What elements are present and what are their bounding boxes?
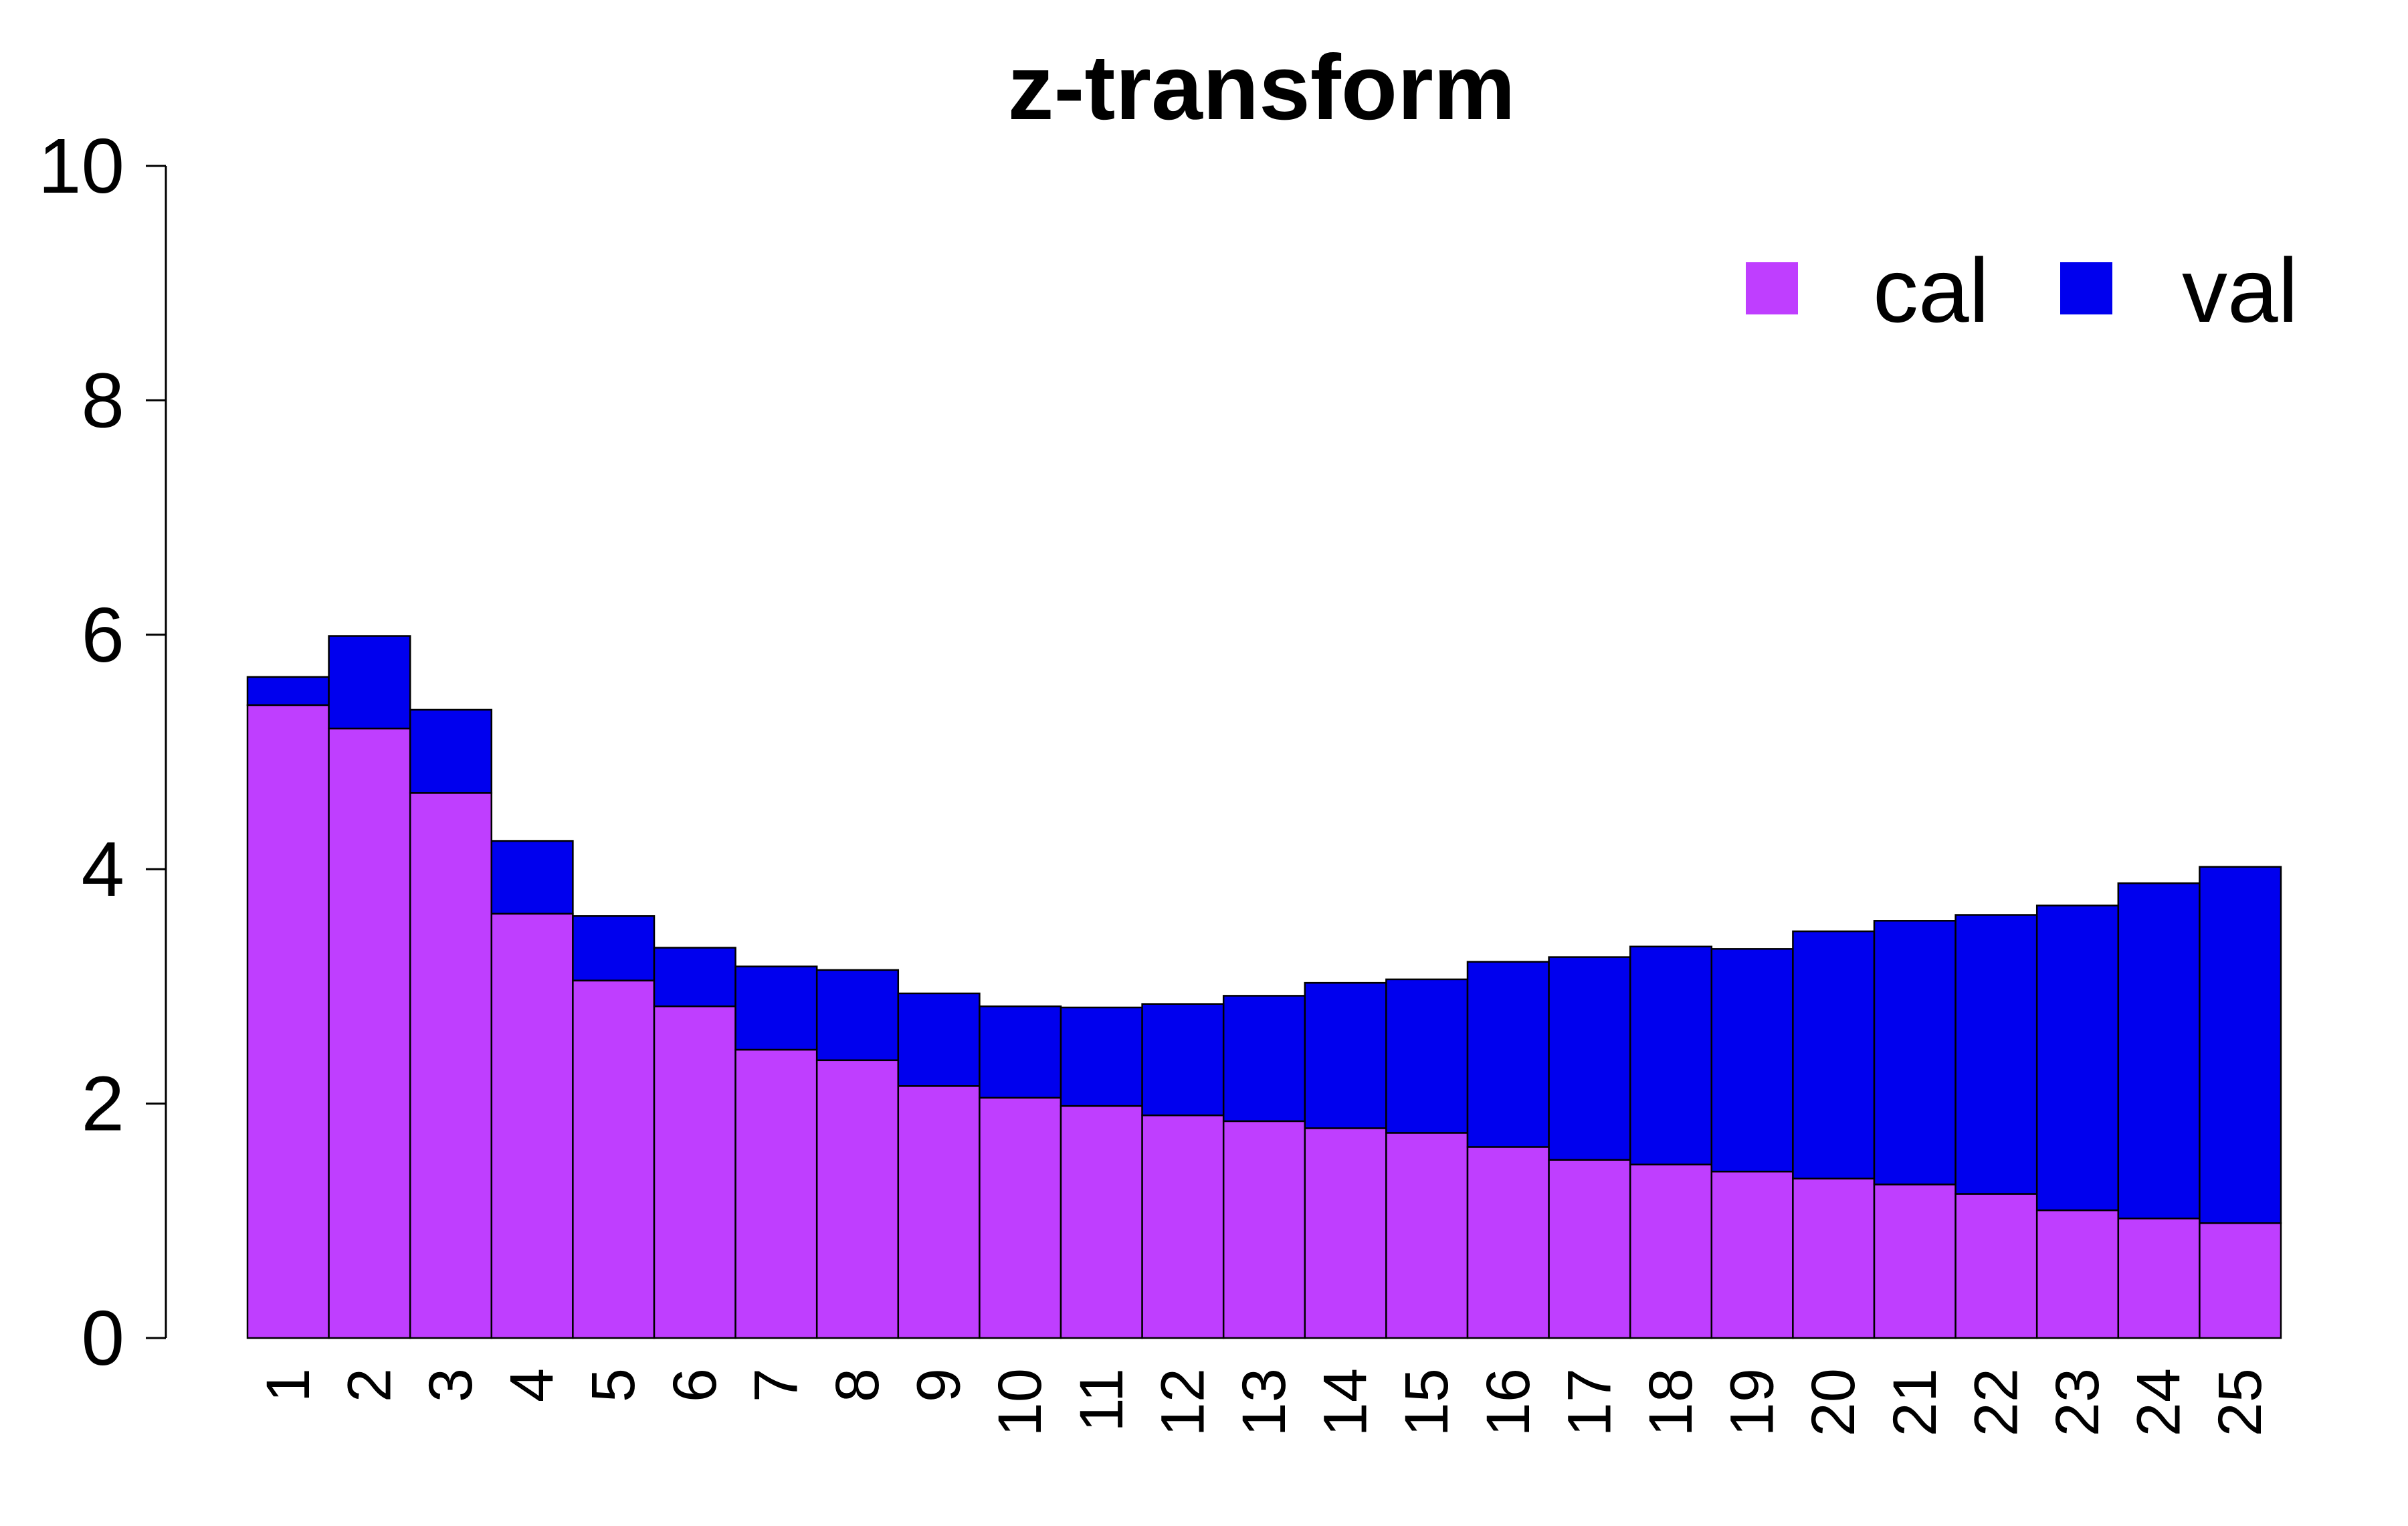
bar-cal-24 [2117,1218,2201,1339]
x-tick-label: 18 [1637,1368,1705,1436]
bar-val-4 [490,840,574,915]
bar-cal-13 [1222,1120,1306,1339]
bar-cal-18 [1629,1163,1713,1339]
x-tick-label: 23 [2043,1368,2112,1436]
bar-val-6 [653,947,736,1008]
legend-swatch-cal [1746,262,1798,314]
legend-swatch-val [2060,262,2112,314]
x-tick-label: 21 [1881,1368,1949,1436]
bar-val-7 [734,965,818,1051]
x-tick-label: 17 [1555,1368,1623,1436]
bar-cal-16 [1466,1146,1550,1339]
bar-cal-2 [328,727,411,1339]
bar-cal-12 [1141,1114,1225,1339]
x-tick-label: 16 [1474,1368,1542,1436]
bar-val-10 [979,1005,1062,1099]
legend: cal val [1746,240,2298,341]
bar-val-3 [409,708,493,794]
y-tick-label: 8 [81,357,124,444]
bar-cal-5 [572,979,656,1339]
bar-cal-25 [2199,1222,2282,1339]
bar-cal-14 [1304,1127,1387,1339]
x-tick-label: 8 [823,1368,892,1402]
legend-label-cal: cal [1873,240,1989,341]
x-tick-label: 7 [742,1368,810,1402]
bar-val-18 [1629,945,1713,1165]
bar-cal-11 [1060,1105,1143,1339]
bar-val-25 [2199,866,2282,1224]
bar-val-13 [1222,995,1306,1123]
bar-val-20 [1792,930,1876,1179]
y-tick-label: 10 [38,122,124,209]
y-axis: 0 2 4 6 8 10 [38,122,167,1381]
x-tick-label: 14 [1312,1368,1380,1436]
bar-cal-7 [734,1048,818,1339]
x-tick-label: 1 [254,1368,322,1402]
x-tick-label: 13 [1230,1368,1298,1436]
bar-val-8 [815,969,900,1062]
chart-title: z-transform [1007,36,1515,139]
x-tick-label: 5 [579,1368,647,1402]
bar-cal-19 [1710,1170,1794,1339]
bar-val-9 [897,992,981,1087]
bar-cal-8 [815,1059,900,1339]
bar-cal-10 [979,1096,1062,1339]
bar-val-5 [572,915,656,981]
bar-val-17 [1548,956,1631,1161]
bar-cal-20 [1792,1177,1876,1339]
y-tick-label: 6 [81,591,124,678]
bar-cal-21 [1873,1183,1956,1339]
bar-val-15 [1385,978,1469,1134]
bar-val-2 [328,635,411,730]
x-tick-label: 22 [1962,1368,2030,1436]
x-tick-label: 25 [2206,1368,2274,1436]
bar-cal-6 [653,1005,736,1339]
bar-cal-3 [409,792,493,1339]
bar-val-12 [1141,1003,1225,1117]
x-tick-label: 15 [1393,1368,1461,1436]
y-tick-label: 0 [81,1295,124,1381]
bars-layer [246,635,2282,1339]
bar-val-19 [1710,948,1794,1173]
y-tick-label: 2 [81,1060,124,1147]
x-tick-label: 11 [1068,1368,1136,1432]
bar-cal-1 [246,704,330,1339]
bar-cal-15 [1385,1132,1469,1339]
x-tick-label: 20 [1799,1368,1868,1436]
bar-val-23 [2035,904,2120,1212]
bar-val-21 [1873,920,1956,1185]
x-axis: 1 2 3 4 5 6 7 8 9 10 11 12 13 14 15 16 17 18 19 20 21 22 23 24 2… [254,1368,2274,1436]
bar-val-22 [1954,914,2038,1195]
bar-val-1 [246,676,330,706]
x-tick-label: 3 [417,1368,485,1402]
x-tick-label: 6 [661,1368,729,1402]
x-tick-label: 24 [2125,1368,2193,1436]
x-tick-label: 9 [905,1368,973,1402]
bar-cal-4 [490,913,574,1339]
legend-label-val: val [2182,240,2298,341]
x-tick-label: 12 [1148,1368,1217,1436]
bar-val-24 [2117,882,2201,1220]
bar-cal-17 [1548,1159,1631,1339]
bar-cal-22 [1954,1193,2038,1339]
x-tick-label: 19 [1718,1368,1787,1436]
bar-val-11 [1060,1006,1143,1107]
x-tick-label: 4 [498,1368,567,1402]
bar-cal-9 [897,1085,981,1339]
x-tick-label: 2 [335,1368,403,1402]
x-tick-label: 10 [986,1368,1054,1436]
bar-cal-23 [2035,1209,2120,1339]
bar-val-14 [1304,981,1387,1129]
y-tick-label: 4 [81,826,124,913]
bar-val-16 [1466,961,1550,1148]
